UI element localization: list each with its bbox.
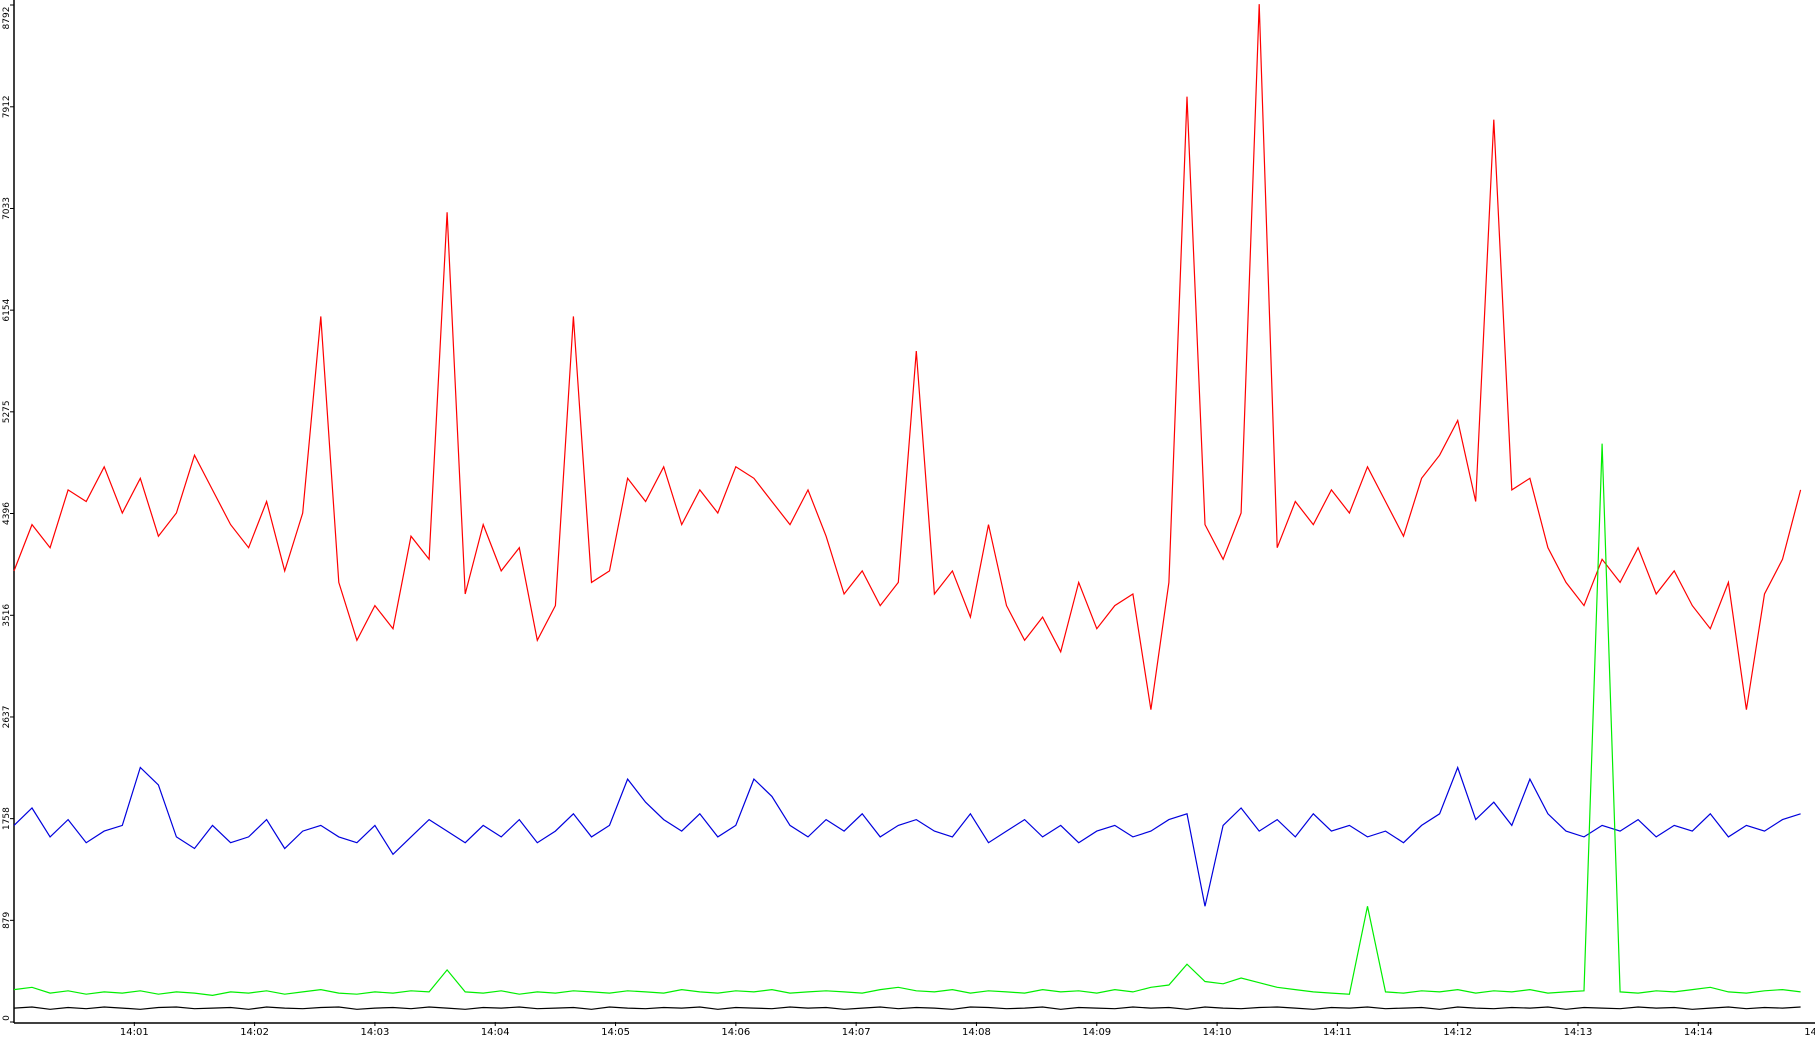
y-tick-label: 6154 — [2, 298, 12, 321]
x-tick-label: 14:02 — [240, 1027, 269, 1038]
x-tick-label: 14:12 — [1443, 1027, 1472, 1038]
x-tick-label: 14:05 — [601, 1027, 630, 1038]
x-tick-label: 14:03 — [361, 1027, 390, 1038]
series-line — [13, 443, 1801, 997]
x-tick-label: 14:01 — [120, 1027, 149, 1038]
x-tick-label: 14:11 — [1323, 1027, 1352, 1038]
y-tick-label: 2637 — [2, 706, 12, 729]
y-tick-label: 0 — [2, 1015, 12, 1021]
y-tick-label: 7033 — [2, 197, 12, 220]
y-tick-label: 4396 — [2, 502, 12, 525]
x-tick-label: 14:07 — [842, 1027, 871, 1038]
x-tick-label: 14:09 — [1082, 1027, 1111, 1038]
y-tick-label: 7912 — [2, 95, 12, 118]
x-tick-label: 14:13 — [1564, 1027, 1593, 1038]
series-line — [13, 765, 1801, 907]
y-tick-label: 3516 — [2, 604, 12, 627]
x-tick-label: 14:14 — [1684, 1027, 1713, 1038]
y-tick-label: 5275 — [2, 400, 12, 423]
x-tick-label: 14:08 — [962, 1027, 991, 1038]
y-tick-label: 8792 — [2, 7, 12, 30]
series-line — [13, 1006, 1801, 1010]
x-tick-label: 14:04 — [481, 1027, 510, 1038]
x-tick-label: 14:10 — [1203, 1027, 1232, 1038]
series-line — [13, 4, 1802, 710]
x-tick-label: 14:06 — [721, 1027, 750, 1038]
x-tick-label: 14:15 — [1804, 1027, 1815, 1038]
y-tick-label: 1758 — [2, 807, 12, 830]
y-tick-label: 879 — [2, 911, 12, 928]
